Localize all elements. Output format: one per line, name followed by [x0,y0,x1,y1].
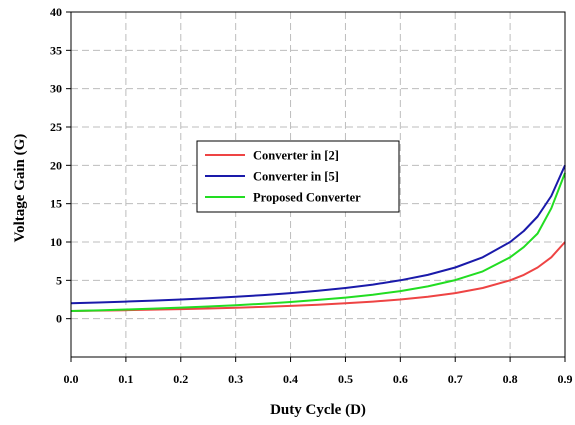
y-tick-label: 15 [50,197,62,211]
series-line-1 [70,241,566,312]
y-tick-label: 20 [50,158,62,172]
legend: Converter in [2] Converter in [5] Proposed… [196,140,400,213]
series-line-2 [70,164,566,305]
x-tick-label: 0.8 [503,372,518,386]
y-tick-label: 25 [50,120,62,134]
x-tick-label: 0.3 [228,372,243,386]
x-tick-label: 0.5 [338,372,353,386]
x-tick-label: 0.9 [558,372,573,386]
x-tick-label: 0.0 [64,372,79,386]
y-tick-label: 35 [50,43,62,57]
x-axis-title: Duty Cycle (D) [270,402,366,418]
x-tick-label: 0.6 [393,372,408,386]
y-axis-title: Voltage Gain (G) [12,134,28,243]
y-tick-label: 10 [50,235,62,249]
x-tick-label: 0.7 [448,372,463,386]
y-tick-labels: 0 5 10 15 20 25 30 35 40 [50,5,71,326]
y-tick-label: 40 [50,5,62,19]
legend-label-2: Converter in [5] [253,170,339,184]
legend-label-3: Proposed Converter [253,191,361,205]
y-tick-label: 0 [56,312,62,326]
legend-label-1: Converter in [2] [253,149,339,163]
x-tick-labels: 0.0 0.1 0.2 0.3 0.4 0.5 0.6 0.7 0.8 0.9 [64,357,573,386]
x-tick-label: 0.4 [283,372,298,386]
series-lines [70,164,566,312]
series-line-3 [70,172,566,312]
x-tick-label: 0.2 [173,372,188,386]
y-tick-label: 5 [56,273,62,287]
x-tick-label: 0.1 [118,372,133,386]
y-tick-label: 30 [50,82,62,96]
plot-frame [70,11,566,358]
